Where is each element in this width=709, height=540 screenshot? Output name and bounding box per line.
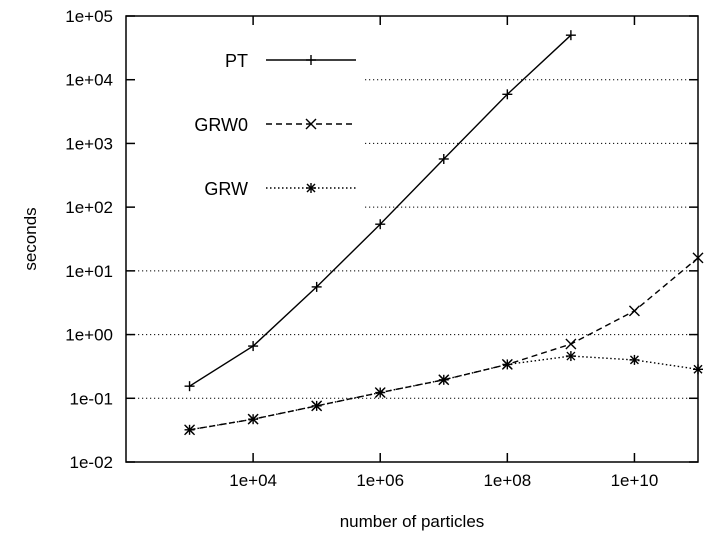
data-point — [628, 305, 640, 317]
legend-marker — [306, 183, 316, 193]
data-point — [565, 338, 577, 350]
series-pt — [184, 30, 576, 392]
x-tick-label: 1e+04 — [229, 471, 277, 490]
data-point — [184, 424, 195, 435]
y-tick-label: 1e-02 — [70, 453, 113, 472]
data-point — [311, 281, 322, 292]
data-point — [565, 351, 576, 362]
plot-frame — [125, 15, 699, 463]
x-tick-label: 1e+10 — [611, 471, 659, 490]
legend-item-grw0: GRW0 — [194, 115, 356, 135]
y-tick-label: 1e+04 — [65, 71, 113, 90]
y-tick-label: 1e-01 — [70, 389, 113, 408]
axis-ticks: 1e-02 1e-01 1e+00 1e+01 1e+02 1e+03 1e+04 1e+05… — [65, 7, 698, 490]
series-line — [189, 355, 699, 431]
legend-item-pt: PT — [225, 51, 356, 71]
y-tick-label: 1e+01 — [65, 262, 113, 281]
data-point — [375, 219, 386, 230]
y-tick-label: 1e+03 — [65, 134, 113, 153]
legend-label: GRW0 — [194, 115, 248, 135]
y-axis-label: seconds — [21, 207, 40, 270]
data-series — [184, 30, 704, 436]
legend-marker — [305, 118, 317, 130]
y-tick-label: 1e+00 — [65, 326, 113, 345]
data-point — [438, 153, 449, 164]
legend-marker — [306, 55, 316, 65]
data-point — [502, 89, 513, 100]
x-axis-label: number of particles — [340, 512, 485, 531]
series-grw0 — [184, 252, 704, 436]
x-tick-label: 1e+06 — [356, 471, 404, 490]
x-tick-label: 1e+08 — [483, 471, 531, 490]
data-point — [565, 30, 576, 41]
data-point — [438, 374, 449, 385]
y-tick-label: 1e+05 — [65, 7, 113, 26]
data-point — [311, 400, 322, 411]
legend-label: GRW — [204, 179, 248, 199]
series-line — [189, 257, 699, 431]
legend-item-grw: GRW — [204, 179, 356, 199]
legend: PT GRW0 GRW — [194, 51, 356, 199]
data-point — [629, 354, 640, 365]
legend-label: PT — [225, 51, 248, 71]
data-point — [375, 387, 386, 398]
y-tick-label: 1e+02 — [65, 198, 113, 217]
data-point — [502, 359, 513, 370]
series-line — [189, 34, 572, 387]
series-grw — [184, 351, 703, 435]
data-point — [248, 414, 259, 425]
grid-lines — [126, 79, 698, 399]
data-point — [248, 341, 259, 352]
data-point — [184, 381, 195, 392]
